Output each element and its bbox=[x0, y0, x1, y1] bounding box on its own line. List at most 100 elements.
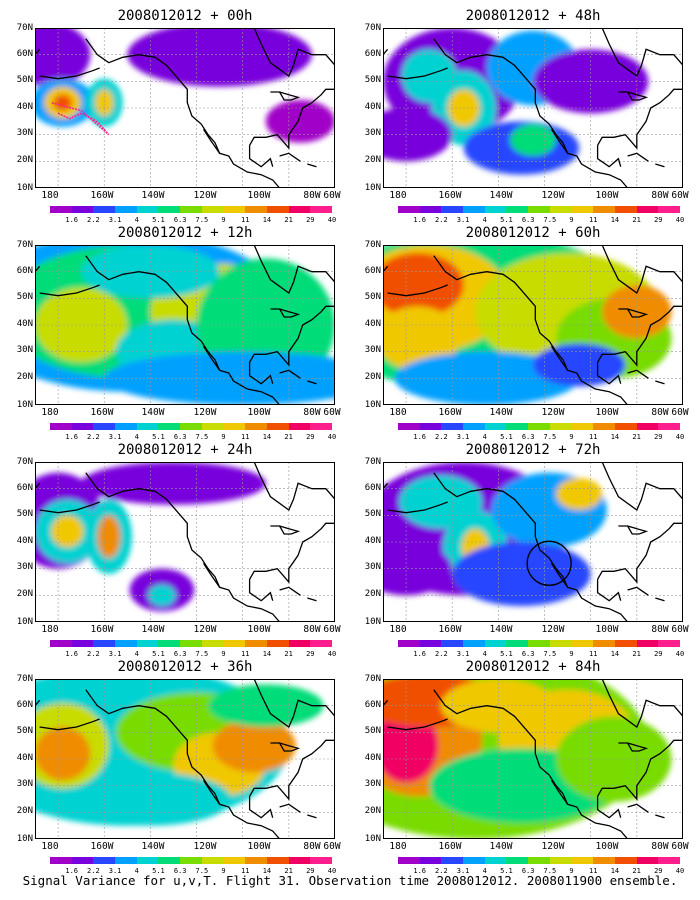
latitude-label: 70N bbox=[364, 240, 381, 250]
longitude-label: 60W bbox=[323, 190, 341, 201]
variance-field bbox=[35, 28, 335, 143]
variance-contour bbox=[556, 716, 672, 802]
colorbar-swatch bbox=[180, 857, 202, 864]
latitude-label: 50N bbox=[364, 292, 381, 302]
longitude-label: 140W bbox=[141, 190, 165, 201]
latitude-label: 60N bbox=[16, 483, 33, 493]
colorbar-label: 6.3 bbox=[173, 867, 187, 875]
latitude-label: 10N bbox=[364, 617, 381, 627]
longitude-label: 60W bbox=[671, 190, 689, 201]
colorbar-label: 1.6 bbox=[65, 433, 79, 441]
coastline bbox=[601, 462, 683, 511]
colorbar-swatch bbox=[180, 423, 202, 430]
colorbar-swatch bbox=[593, 206, 615, 213]
longitude-label: 80W bbox=[303, 624, 321, 635]
colorbar-swatch bbox=[593, 640, 615, 647]
colorbar-swatch bbox=[441, 423, 464, 430]
coastline bbox=[85, 689, 281, 839]
colorbar-label: 9 bbox=[221, 216, 226, 224]
longitude-label: 160W bbox=[90, 190, 114, 201]
coastline bbox=[655, 163, 665, 168]
colorbar bbox=[398, 857, 680, 864]
colorbar-swatch bbox=[658, 640, 680, 647]
colorbar-label: 21 bbox=[632, 650, 641, 658]
colorbar-label: 2.2 bbox=[87, 216, 100, 224]
colorbar-swatch bbox=[266, 206, 289, 213]
colorbar-label: 1.6 bbox=[65, 650, 79, 658]
colorbar-label: 1.6 bbox=[413, 867, 427, 875]
longitude-label: 180 bbox=[41, 841, 59, 852]
colorbar-swatch bbox=[288, 423, 311, 430]
colorbar-label: 29 bbox=[306, 216, 315, 224]
coastline bbox=[387, 718, 448, 731]
colorbar-label: 7.5 bbox=[195, 867, 209, 875]
colorbar-swatch bbox=[549, 206, 572, 213]
colorbar-swatch bbox=[158, 206, 181, 213]
colorbar-swatch bbox=[398, 857, 420, 864]
coastline bbox=[618, 525, 649, 535]
colorbar-swatch bbox=[115, 857, 137, 864]
longitude-label: 100W bbox=[595, 624, 619, 635]
colorbar-swatch bbox=[441, 206, 464, 213]
colorbar-swatch bbox=[50, 857, 72, 864]
coastline bbox=[248, 145, 274, 168]
coastline bbox=[270, 742, 301, 752]
colorbar-label: 40 bbox=[327, 650, 337, 658]
longitude-label: 120W bbox=[541, 190, 565, 201]
coastline bbox=[253, 462, 335, 511]
longitude-label: 160W bbox=[438, 841, 462, 852]
colorbar-label: 4 bbox=[482, 433, 487, 441]
colorbar-swatch bbox=[463, 857, 485, 864]
coastline bbox=[433, 38, 629, 188]
variance-contour bbox=[383, 542, 453, 596]
variance-map bbox=[383, 28, 683, 188]
colorbar-swatch bbox=[245, 640, 267, 647]
variance-contour bbox=[35, 28, 91, 87]
map-frame bbox=[35, 679, 335, 839]
coastline bbox=[248, 796, 274, 819]
coastline bbox=[85, 472, 281, 622]
coastline bbox=[307, 163, 317, 168]
colorbar-label: 2.2 bbox=[435, 650, 448, 658]
latitude-label: 70N bbox=[364, 457, 381, 467]
colorbar-label: 1.6 bbox=[413, 433, 427, 441]
longitude-label: 120W bbox=[541, 407, 565, 418]
longitude-label: 140W bbox=[489, 407, 513, 418]
colorbar-swatch bbox=[441, 857, 464, 864]
coastline bbox=[550, 128, 569, 154]
map-frame bbox=[383, 679, 683, 839]
variance-contour bbox=[452, 542, 591, 606]
colorbar-swatch bbox=[201, 857, 224, 864]
colorbar-swatch bbox=[614, 423, 637, 430]
colorbar-label: 11 bbox=[589, 650, 598, 658]
variance-contour bbox=[35, 727, 91, 781]
colorbar bbox=[398, 206, 680, 213]
variance-contour bbox=[533, 343, 626, 387]
coastlines bbox=[383, 28, 683, 188]
colorbar bbox=[398, 640, 680, 647]
colorbar-swatch bbox=[223, 640, 246, 647]
gridlines bbox=[383, 679, 683, 839]
variance-field bbox=[35, 462, 266, 612]
coastline bbox=[39, 284, 100, 297]
coastline bbox=[253, 679, 335, 728]
colorbar-swatch bbox=[658, 206, 680, 213]
colorbar-label: 11 bbox=[241, 650, 250, 658]
colorbar-swatch bbox=[266, 857, 289, 864]
colorbar-swatch bbox=[71, 857, 94, 864]
colorbar-swatch bbox=[658, 857, 680, 864]
coastline bbox=[550, 345, 569, 371]
longitude-label: 80W bbox=[303, 190, 321, 201]
coastline bbox=[655, 380, 665, 385]
colorbar-swatch bbox=[288, 206, 311, 213]
colorbar-swatch bbox=[484, 423, 507, 430]
colorbar-label: 40 bbox=[327, 433, 337, 441]
coastline bbox=[627, 586, 649, 596]
colorbar-swatch bbox=[528, 423, 550, 430]
latitude-label: 70N bbox=[16, 674, 33, 684]
latitude-label: 60N bbox=[364, 49, 381, 59]
coastline bbox=[248, 579, 274, 602]
colorbar-label: 3.1 bbox=[456, 867, 470, 875]
coastline bbox=[618, 742, 649, 752]
gridlines bbox=[35, 462, 335, 622]
